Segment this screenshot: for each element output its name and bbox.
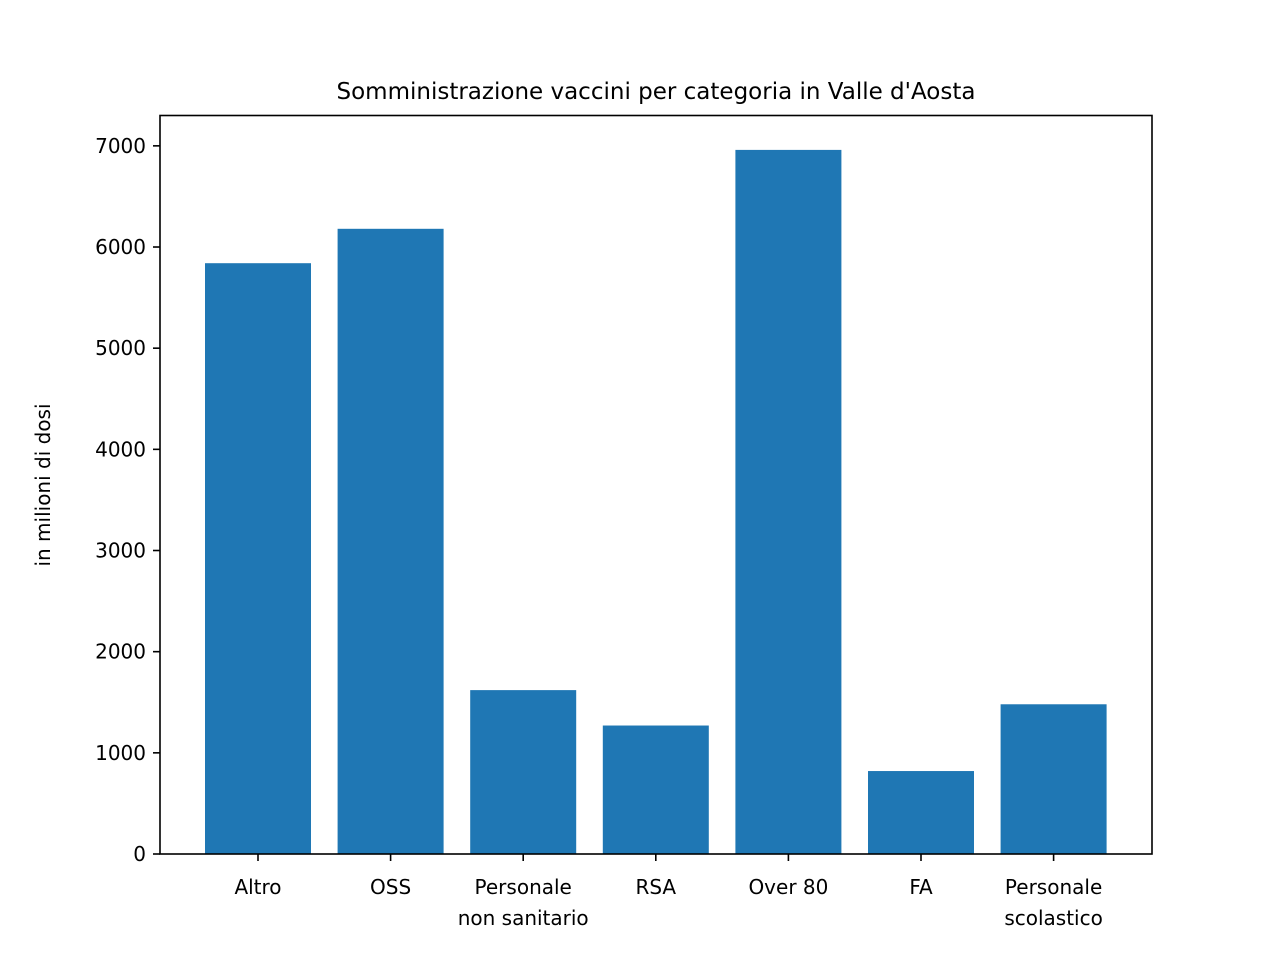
- x-tick-label: Over 80: [748, 875, 828, 899]
- y-tick-label: 1000: [95, 741, 146, 765]
- y-tick-label: 6000: [95, 235, 146, 259]
- bar: [470, 690, 577, 854]
- x-axis: Altro OSS Personale non sanitario RSA Over 80…: [234, 854, 1103, 930]
- x-tick-label: OSS: [370, 875, 411, 899]
- x-tick-label: Personale scolastico: [1004, 875, 1103, 930]
- bar: [868, 771, 974, 854]
- bar: [735, 149, 842, 855]
- x-tick-label: RSA: [635, 875, 676, 899]
- chart-title: Somministrazione vaccini per categoria i…: [337, 79, 976, 105]
- plot-frame: [159, 114, 1153, 855]
- y-tick-label: 3000: [95, 539, 146, 563]
- bar: [1000, 704, 1107, 854]
- bar: [602, 725, 709, 854]
- x-tick-label: Altro: [234, 875, 281, 899]
- y-tick-label: 4000: [95, 437, 146, 461]
- bars-group: [205, 149, 1107, 855]
- y-axis-label: in milioni di dosi: [31, 403, 55, 566]
- y-tick-label: 5000: [95, 336, 146, 360]
- y-tick-label: 0: [133, 842, 146, 866]
- bar: [205, 263, 311, 854]
- y-tick-label: 7000: [95, 134, 146, 158]
- y-tick-label: 2000: [95, 640, 146, 664]
- bar: [337, 228, 444, 855]
- y-axis: 0 1000 2000 3000 4000 5000 6000 7000: [95, 134, 160, 866]
- x-tick-label: Personale non sanitario: [458, 875, 589, 930]
- x-tick-label: FA: [909, 875, 933, 899]
